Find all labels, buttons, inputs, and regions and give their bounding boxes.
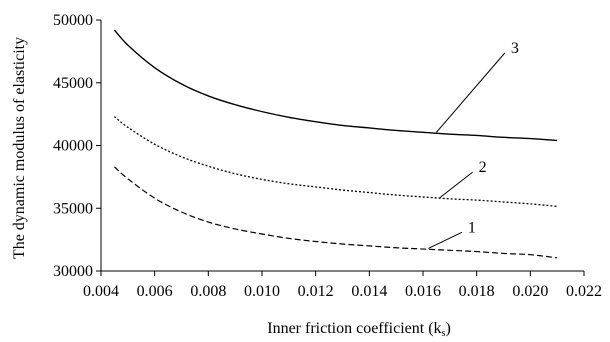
x-tick-label: 0.018 — [459, 283, 495, 300]
plot-area: 30000 35000 40000 45000 50000 0.004 0.006 0.008… — [53, 12, 602, 300]
x-axis-title-main: Inner friction coefficient (k — [267, 320, 441, 337]
x-axis-title-sub: s — [442, 328, 446, 339]
series-label-3: 3 — [511, 40, 519, 57]
x-tick-label: 0.012 — [298, 283, 334, 300]
series-label-1: 1 — [468, 219, 476, 236]
x-tick-label: 0.010 — [244, 283, 280, 300]
x-axis-title: Inner friction coefficient (ks) — [267, 320, 451, 339]
y-tick-label: 35000 — [53, 200, 93, 217]
x-tick-label: 0.014 — [351, 283, 387, 300]
series-line-1 — [114, 166, 558, 259]
series-leader-line-1 — [428, 231, 463, 249]
series-line-3 — [113, 29, 558, 142]
x-axis-title-close: ) — [445, 320, 450, 337]
series-label-2: 2 — [479, 159, 487, 176]
y-tick-label: 50000 — [53, 12, 93, 29]
series-line-2 — [114, 116, 558, 208]
y-tick-label: 30000 — [53, 263, 93, 280]
x-tick-label: 0.004 — [83, 283, 119, 300]
y-axis-title: The dynamic modulus of elasticity — [11, 37, 28, 259]
series-leader-line-3 — [436, 52, 506, 133]
y-tick-label: 45000 — [53, 75, 93, 92]
series-leader-line-2 — [438, 171, 473, 199]
x-tick-label: 0.008 — [190, 283, 226, 300]
x-tick-label: 0.022 — [566, 283, 602, 300]
y-tick-label: 40000 — [53, 138, 93, 155]
x-tick-label: 0.006 — [137, 283, 173, 300]
x-tick-label: 0.016 — [405, 283, 441, 300]
x-tick-label: 0.020 — [512, 283, 548, 300]
